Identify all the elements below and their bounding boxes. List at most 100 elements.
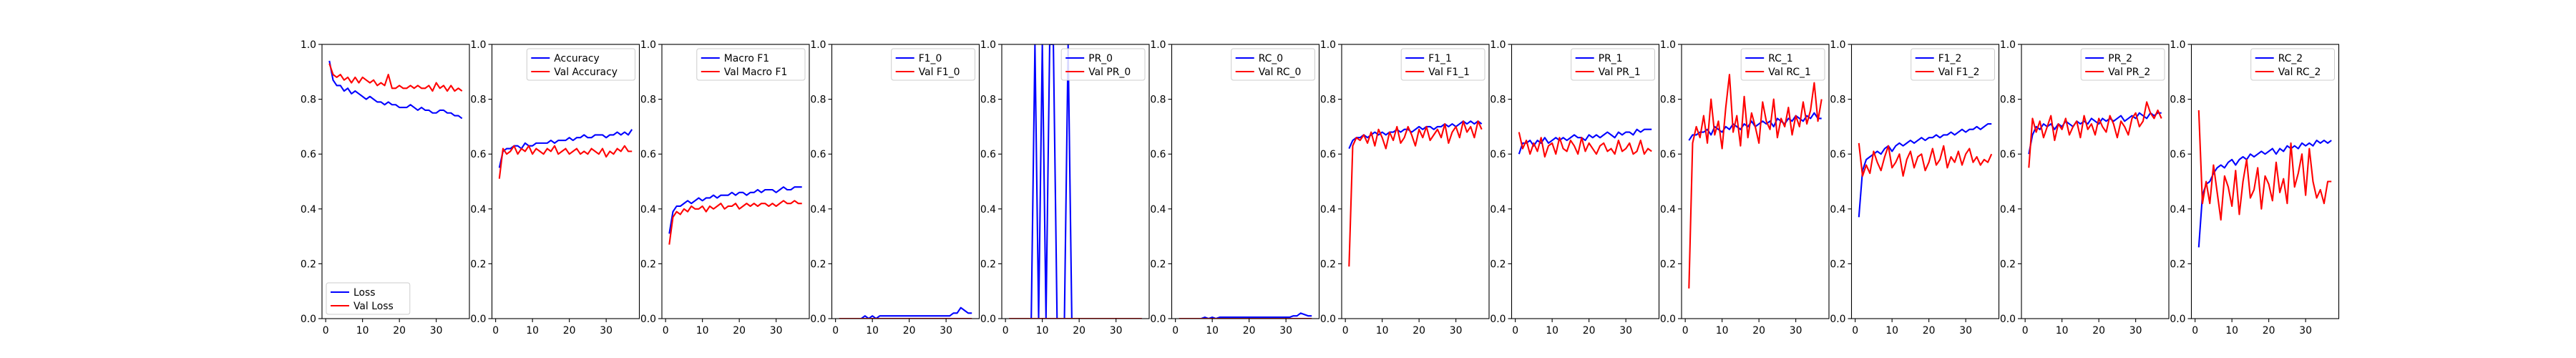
legend-label: Val Accuracy: [554, 67, 618, 78]
legend: PR_0 Val PR_0: [1060, 48, 1146, 81]
axes-frame: [1681, 44, 1830, 319]
axes-frame: [1341, 44, 1490, 319]
y-tick-label: 0.4: [1830, 204, 1845, 216]
x-tick-label: 0: [2022, 325, 2029, 337]
x-tick-label: 20: [393, 325, 406, 337]
series-line-val: [1688, 74, 1823, 289]
y-tick-label: 0.8: [301, 95, 316, 106]
subplot-10: 0.0 0.2 0.4 0.6 0.8 1.0 0 10 20 30 F1_2 Val F1_2: [1830, 39, 2000, 337]
y-tick-label: 0.4: [1150, 204, 1166, 216]
subplot-3: 0.0 0.2 0.4 0.6 0.8 1.0 0 10 20 30 Macro F1 Val Mac…: [640, 39, 810, 337]
legend-box: [696, 48, 806, 81]
axes-frame: [661, 44, 810, 319]
y-tick-label: 0.2: [470, 258, 486, 270]
series-line-train: [668, 186, 802, 234]
y-tick-label: 0.4: [640, 204, 656, 216]
y-tick-label: 0.4: [1320, 204, 1336, 216]
y-tick-label: 0.4: [1660, 204, 1676, 216]
y-tick-label: 0.6: [1490, 149, 1506, 160]
y-tick-label: 0.0: [2170, 314, 2185, 325]
x-tick-label: 10: [1885, 325, 1898, 337]
series-line-train: [1518, 128, 1652, 155]
subplot-2: 0.0 0.2 0.4 0.6 0.8 1.0 0 10 20 30 Accuracy Val Acc…: [470, 39, 640, 337]
subplot-8: 0.0 0.2 0.4 0.6 0.8 1.0 0 10 20 30 PR_1 Val PR_1: [1490, 39, 1660, 337]
y-tick-label: 0.8: [1830, 95, 1845, 106]
axes-frame: [2021, 44, 2170, 319]
legend: F1_0 Val F1_0: [891, 48, 975, 81]
y-tick-label: 0.8: [810, 95, 826, 106]
x-tick-label: 10: [2225, 325, 2238, 337]
x-tick-label: 30: [1450, 325, 1463, 337]
y-tick-label: 0.2: [1490, 258, 1506, 270]
subplot-4: 0.0 0.2 0.4 0.6 0.8 1.0 0 10 20 30 F1_0 Val F1_0: [810, 39, 980, 337]
legend-label: PR_0: [1088, 53, 1113, 64]
subplot-7: 0.0 0.2 0.4 0.6 0.8 1.0 0 10 20 30 F1_1 Val F1_1: [1320, 39, 1490, 337]
y-tick-label: 0.6: [640, 149, 656, 160]
axes-frame: [831, 44, 980, 319]
y-tick-label: 1.0: [810, 39, 826, 51]
legend-label: RC_1: [1768, 53, 1792, 64]
x-tick-label: 30: [940, 325, 952, 337]
x-tick-label: 20: [733, 325, 746, 337]
y-tick-label: 0.2: [980, 258, 996, 270]
x-tick-label: 30: [2129, 325, 2142, 337]
legend-box: [526, 48, 635, 81]
axes-frame: [2190, 44, 2340, 319]
legend-label: F1_2: [1938, 53, 1962, 64]
subplot-11: 0.0 0.2 0.4 0.6 0.8 1.0 0 10 20 30 PR_2 Val PR_2: [2000, 39, 2170, 337]
y-tick-label: 0.6: [1830, 149, 1845, 160]
y-tick-label: 1.0: [1830, 39, 1845, 51]
x-tick-label: 10: [1206, 325, 1219, 337]
legend-label: Accuracy: [554, 53, 599, 64]
series-line-val: [328, 63, 463, 92]
y-tick-label: 0.2: [1320, 258, 1336, 270]
legend-label: RC_2: [2278, 53, 2303, 64]
legend: Accuracy Val Accuracy: [526, 48, 635, 81]
legend-label: Val Macro F1: [724, 67, 788, 78]
legend: Loss Val Loss: [326, 282, 411, 315]
x-tick-label: 0: [663, 325, 669, 337]
axes-frame: [491, 44, 640, 319]
y-tick-label: 0.8: [1660, 95, 1676, 106]
y-tick-label: 0.4: [2170, 204, 2185, 216]
y-tick-label: 0.6: [470, 149, 486, 160]
y-tick-label: 0.6: [2170, 149, 2185, 160]
axes-frame: [1511, 44, 1660, 319]
legend-label: F1_0: [919, 53, 942, 64]
x-tick-label: 20: [1243, 325, 1256, 337]
legend-label: Macro F1: [724, 53, 769, 64]
x-tick-label: 20: [903, 325, 916, 337]
legend-label: Val RC_1: [1768, 67, 1811, 78]
y-tick-label: 1.0: [2170, 39, 2185, 51]
x-tick-label: 10: [1376, 325, 1389, 337]
x-tick-label: 10: [1036, 325, 1049, 337]
y-tick-label: 0.0: [1490, 314, 1506, 325]
y-tick-label: 0.6: [1320, 149, 1336, 160]
y-tick-label: 0.2: [1150, 258, 1166, 270]
x-tick-label: 20: [1923, 325, 1936, 337]
y-tick-label: 0.0: [301, 314, 316, 325]
legend-label: Val PR_2: [2108, 67, 2150, 78]
series-line-val: [1518, 132, 1652, 158]
axes-frame: [1001, 44, 1150, 319]
x-tick-label: 30: [1619, 325, 1632, 337]
x-tick-label: 0: [323, 325, 329, 337]
axes-frame: [321, 44, 470, 319]
legend-label: Val Loss: [353, 301, 394, 312]
series-line-train: [2028, 112, 2162, 155]
x-tick-label: 0: [1172, 325, 1179, 337]
y-tick-label: 0.0: [1830, 314, 1845, 325]
y-tick-label: 0.0: [980, 314, 996, 325]
x-tick-label: 20: [1413, 325, 1425, 337]
x-tick-label: 0: [832, 325, 839, 337]
x-tick-label: 0: [1852, 325, 1858, 337]
x-tick-label: 30: [2299, 325, 2312, 337]
legend: RC_1 Val RC_1: [1740, 48, 1825, 81]
y-tick-label: 0.6: [980, 149, 996, 160]
y-tick-label: 0.8: [2000, 95, 2016, 106]
y-tick-label: 0.4: [810, 204, 826, 216]
subplot-12: 0.0 0.2 0.4 0.6 0.8 1.0 0 10 20 30 RC_2 Val RC_2: [2170, 39, 2340, 337]
y-tick-label: 1.0: [301, 39, 316, 51]
y-tick-label: 0.6: [301, 149, 316, 160]
y-tick-label: 0.4: [470, 204, 486, 216]
